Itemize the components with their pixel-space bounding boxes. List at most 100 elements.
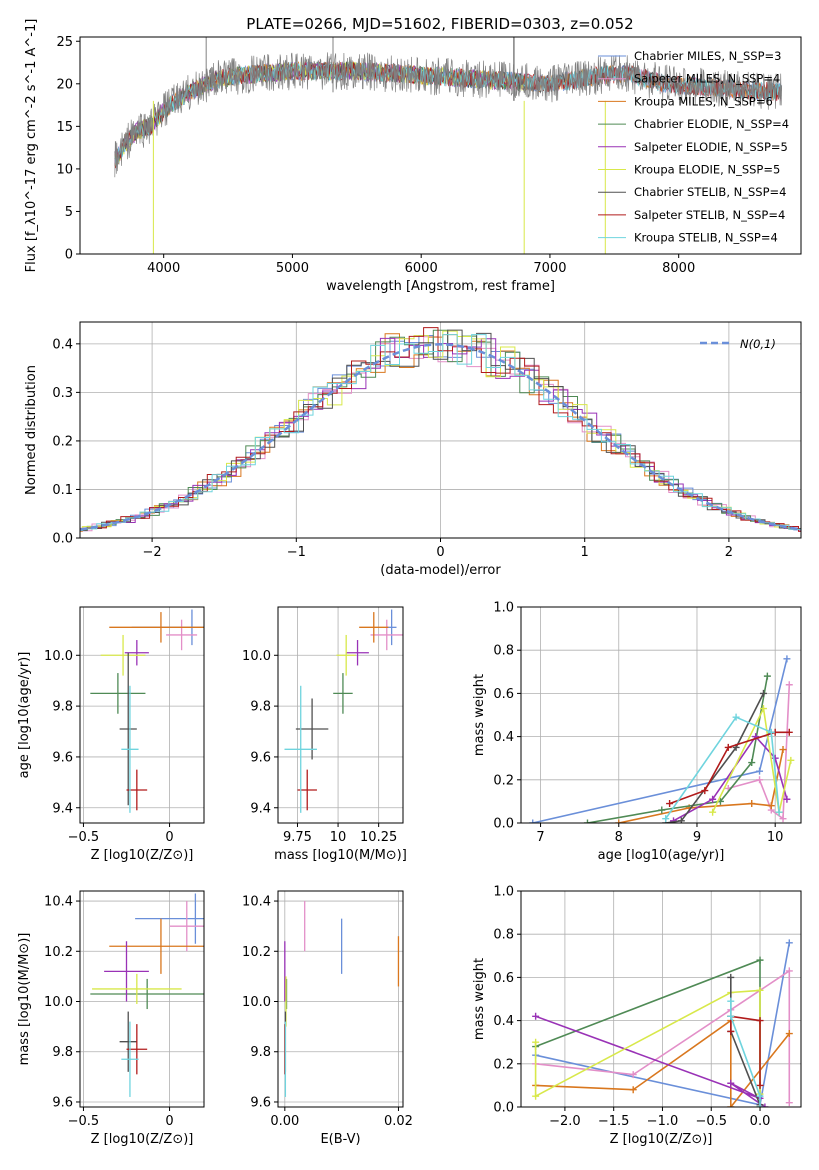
mass-weight-point [727, 1027, 735, 1035]
x-tick-label: −0.5 [68, 830, 100, 845]
x-tick-label: 0.02 [384, 1114, 413, 1129]
legend-label: Chabrier ELODIE, N_SSP=4 [634, 117, 789, 131]
axes-frame [79, 321, 802, 539]
y-tick-label: 10.4 [44, 895, 73, 910]
mass-weight-point [767, 802, 775, 810]
y-tick-label: 0.2 [52, 434, 73, 449]
x-tick-label: 1 [581, 545, 589, 560]
x-tick-label: 5000 [276, 261, 309, 276]
x-axis-label: E(B-V) [320, 1132, 360, 1147]
x-tick-label: 8 [615, 830, 623, 845]
mass-weight-point [532, 1092, 540, 1100]
plot-area [529, 655, 795, 823]
x-axis-label: age [log10(age/yr)] [598, 848, 725, 863]
mass-weight-point [727, 1079, 735, 1087]
x-tick-label: 6000 [405, 261, 438, 276]
y-tick-label: 9.8 [52, 1045, 73, 1060]
y-tick-label: 9.6 [52, 750, 73, 765]
mass-weight-point [727, 997, 735, 1005]
histogram-step [80, 334, 801, 531]
mass-weight-line [728, 684, 791, 821]
mass-weight-point [709, 808, 717, 816]
x-axis-label: mass [log10(M/M⊙)] [274, 848, 407, 863]
x-tick-label: 7000 [533, 261, 566, 276]
legend-label: N(0,1) [740, 337, 776, 351]
mass-weight-point [787, 756, 795, 764]
y-tick-label: 0.4 [52, 337, 73, 352]
y-tick-label: 9.6 [250, 750, 271, 765]
mass-weight-point [666, 800, 674, 808]
mass-weight-point [583, 819, 591, 823]
plot-area [284, 901, 400, 1097]
y-tick-label: 0.0 [493, 1101, 514, 1116]
mass-weight-point [771, 754, 779, 762]
histogram-step [80, 336, 801, 532]
panels: 4000 5000 6000 7000 80000510152025wavelength… [17, 19, 802, 1147]
y-tick-label: 0.0 [493, 817, 514, 832]
mass-weight-point [785, 1099, 793, 1107]
y-tick-label: 10.0 [242, 995, 271, 1010]
y-tick-label: 9.4 [250, 801, 271, 816]
x-tick-label: 0 [165, 1114, 173, 1129]
y-tick-label: 9.8 [250, 1045, 271, 1060]
mass-weight-point [701, 787, 709, 795]
panel-residual_hist: −2 −1 0 1 2 0.0 0.1 0.2 0.3 0.4 (data-model)/error… [24, 321, 802, 578]
y-tick-label: 10.2 [242, 945, 271, 960]
y-tick-label: 0 [65, 248, 73, 263]
x-tick-label: 10 [767, 830, 784, 845]
mass-weight-line [730, 1001, 761, 1107]
mass-weight-point [756, 776, 764, 784]
mass-weight-point [785, 681, 793, 689]
x-tick-label: 0 [436, 545, 444, 560]
y-tick-label: 10.0 [242, 649, 271, 664]
x-tick-label: 0.00 [270, 1114, 299, 1129]
mass-weight-point [756, 956, 764, 964]
histogram-step [80, 333, 801, 532]
panel-weight_vs_Z: −2.0 −1.5 −1.0 −0.5 0.0 0.0 0.2 0.4 0.6 0.8 1.0 Z [… [472, 885, 802, 1147]
mass-weight-point [677, 817, 685, 823]
mass-weight-point [785, 939, 793, 947]
x-tick-label: −1.0 [647, 1114, 679, 1129]
y-tick-label: 10.4 [242, 895, 271, 910]
mass-weight-point [629, 1086, 637, 1094]
mass-weight-line [669, 731, 790, 805]
mass-weight-point [732, 713, 740, 721]
mass-weight-point [767, 728, 775, 736]
panel-mass_vs_Z: −0.5 0 9.6 9.8 10.0 10.2 10.4 Z [log10(Z/Z⊙)] ma… [17, 890, 205, 1147]
mass-weight-point [756, 1017, 764, 1025]
y-tick-label: 9.8 [52, 700, 73, 715]
legend-label: Kroupa MILES, N_SSP=6 [634, 94, 773, 108]
axes-frame [520, 890, 802, 1108]
mass-weight-point [709, 795, 717, 803]
x-tick-label: 9 [693, 830, 701, 845]
y-axis-label: mass weight [472, 674, 487, 756]
mass-weight-line [535, 1015, 766, 1107]
mass-weight-point [783, 795, 791, 803]
panel-spectrum: 4000 5000 6000 7000 8000 0 5 10 15 20 25 wavelength… [24, 19, 802, 294]
y-tick-label: 9.6 [52, 1095, 73, 1110]
mass-weight-point [759, 705, 767, 713]
y-tick-label: 10 [56, 162, 73, 177]
mass-weight-point [727, 973, 735, 981]
mass-weight-point [756, 986, 764, 994]
mass-weight-point [727, 1012, 735, 1020]
panel-age_vs_Z: −0.5 0 9.4 9.6 9.8 10.0 Z [log10(Z/Z⊙)] age [lo… [17, 606, 205, 863]
mass-weight-point [785, 1030, 793, 1038]
mass-weight-point [783, 655, 791, 663]
plot-area [284, 609, 403, 813]
panel-weight_vs_age: 7 8 9 10 0.0 0.2 0.4 0.6 0.8 1.0 age [log10(age/yr… [472, 601, 802, 863]
plot-area [90, 893, 204, 1097]
y-tick-label: 0.2 [493, 773, 514, 788]
mass-weight-point [748, 759, 756, 767]
x-tick-label: −2 [143, 545, 162, 560]
x-tick-label: −0.5 [695, 1114, 727, 1129]
legend-label: Salpeter ELODIE, N_SSP=5 [634, 140, 788, 154]
y-tick-label: 10.2 [44, 945, 73, 960]
y-tick-label: 0.3 [52, 386, 73, 401]
panel-age_vs_mass: 9.75 10 10.25 9.4 9.6 9.8 10.0 mass [log10(M/M⊙… [242, 606, 407, 863]
legend-label: Chabrier MILES, N_SSP=3 [634, 49, 781, 63]
y-axis-label: Normed distribution [24, 365, 39, 495]
normal-reference-curve [80, 343, 799, 531]
mass-weight-point [756, 1092, 764, 1100]
